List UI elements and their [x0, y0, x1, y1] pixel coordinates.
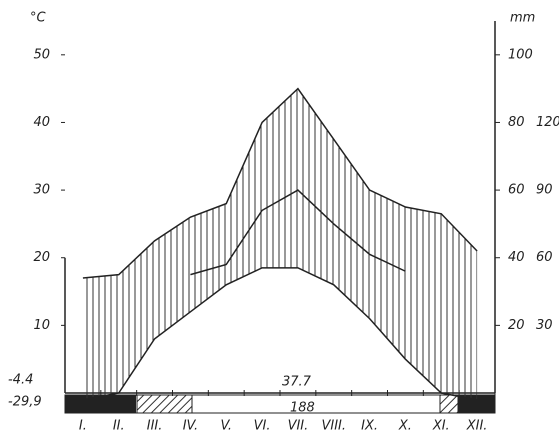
frost-block: [458, 395, 495, 413]
x-tick-label: V.: [220, 419, 232, 434]
x-tick-label: VII.: [288, 419, 309, 434]
y2-axis-label: mm: [510, 11, 535, 26]
series-line: [82, 87, 478, 279]
frost-hatch: [136, 394, 193, 414]
x-tick-label: VI.: [254, 419, 271, 434]
annotation: 188: [290, 401, 315, 416]
x-tick-label: III.: [147, 419, 163, 434]
x-tick-label: XII.: [466, 419, 488, 434]
y2-tick-label: 60: [508, 183, 525, 198]
y2-secondary-tick-label: 90: [536, 183, 553, 198]
y2-secondary-tick-label: 30: [536, 318, 553, 333]
y-tick-label: 30: [33, 183, 50, 198]
series-line: [82, 267, 478, 401]
y-tick-label: 10: [33, 318, 50, 333]
series-line: [190, 189, 406, 276]
humid-area: [82, 88, 478, 400]
annotation: -29,9: [8, 395, 42, 410]
annotation: -4.4: [8, 373, 33, 388]
y2-tick-label: 100: [508, 47, 533, 62]
frost-block: [65, 395, 136, 413]
y2-tick-label: 20: [508, 318, 525, 333]
x-tick-label: VIII.: [321, 419, 346, 434]
x-tick-label: X.: [398, 419, 412, 434]
x-tick-label: I.: [79, 419, 87, 434]
x-tick-label: II.: [113, 419, 125, 434]
x-tick-label: IX.: [361, 419, 378, 434]
frost-hatch: [439, 394, 459, 414]
y2-tick-label: 40: [508, 250, 525, 265]
y-tick-label: 20: [33, 250, 50, 265]
y2-secondary-tick-label: 60: [536, 250, 553, 265]
x-tick-label: XI.: [432, 419, 450, 434]
y-tick-label: 40: [33, 115, 50, 130]
y2-tick-label: 80: [508, 115, 525, 130]
y2-secondary-tick-label: 120: [536, 115, 559, 130]
annotation: 37.7: [282, 375, 312, 390]
x-tick-label: IV.: [183, 419, 198, 434]
y-axis-label: °C: [30, 11, 47, 26]
y-tick-label: 50: [33, 47, 50, 62]
